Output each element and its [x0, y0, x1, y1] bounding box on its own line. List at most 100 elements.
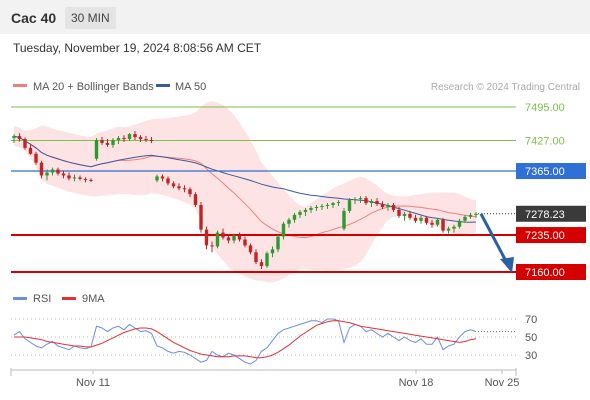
candle-body: [276, 236, 280, 250]
candle-body: [309, 207, 313, 210]
candle-body: [369, 201, 374, 204]
candle-body: [375, 201, 379, 205]
candle: [149, 137, 154, 143]
candle-body: [34, 153, 38, 163]
candle: [446, 226, 451, 234]
candle-body: [298, 211, 302, 215]
candle-body: [100, 140, 104, 143]
candle: [325, 203, 330, 209]
forecast-arrow-shaft: [479, 213, 509, 264]
candle-body: [287, 219, 291, 224]
candle-body: [331, 203, 335, 206]
candle-body: [254, 252, 258, 263]
candle: [457, 218, 462, 229]
candle-body: [177, 186, 181, 189]
candle: [292, 212, 297, 223]
candle-body: [116, 138, 121, 140]
candle-body: [314, 206, 319, 208]
candle: [243, 236, 247, 248]
level-label-3: 7278.23: [525, 209, 565, 221]
candle: [166, 176, 170, 186]
rsi-ma-legend-swatch: [62, 297, 76, 300]
candle: [380, 201, 385, 209]
candle: [39, 160, 44, 179]
date-text: Tuesday, November 19, 2024 8:08:56 AM CE…: [13, 41, 262, 55]
candle: [413, 214, 418, 223]
candle: [177, 183, 181, 191]
x-axis-labels: Nov 11 Nov 18 Nov 25: [76, 370, 519, 389]
rsi-ma-legend-label: 9MA: [82, 293, 105, 305]
candle-body: [193, 194, 198, 206]
candle-body: [122, 138, 126, 140]
candle-body: [160, 176, 165, 179]
candle-body: [413, 217, 418, 221]
candle: [336, 200, 341, 206]
candle-body: [210, 245, 214, 247]
candle-body: [336, 202, 341, 204]
candle-body: [380, 204, 385, 207]
candle-body: [166, 178, 170, 184]
candle: [127, 133, 132, 141]
candle: [254, 249, 258, 265]
candle-body: [182, 188, 187, 190]
candle: [83, 177, 88, 183]
candle: [67, 172, 71, 181]
candle: [105, 139, 110, 147]
candle: [441, 217, 445, 233]
level-label-4: 7235.00: [525, 230, 565, 242]
candle: [116, 136, 121, 144]
bollinger-band-area: [14, 101, 476, 283]
candle-body: [397, 209, 401, 216]
candle: [259, 259, 264, 270]
candle-body: [111, 140, 115, 145]
candle-body: [243, 239, 247, 246]
candle-body: [353, 199, 357, 201]
candle-body: [474, 213, 478, 215]
candle: [331, 202, 335, 208]
candle: [94, 138, 99, 161]
candle: [171, 181, 176, 189]
forecast-arrow: [479, 213, 514, 274]
chart-header: Cac 40 30 MIN: [0, 0, 590, 34]
candle-body: [105, 142, 110, 145]
level-tag-bg-5: [516, 264, 586, 280]
candle-body: [402, 213, 407, 216]
candle: [424, 215, 429, 225]
candle-body: [441, 219, 445, 231]
candle-body: [320, 206, 324, 207]
candle: [23, 137, 27, 150]
candle: [342, 207, 346, 231]
candle: [78, 175, 82, 181]
rsi-legend-label: RSI: [33, 293, 51, 305]
candle: [100, 137, 104, 145]
candle-body: [28, 147, 33, 154]
candle-body: [358, 198, 363, 200]
timeframe-badge[interactable]: 30 MIN: [65, 7, 116, 29]
candle-body: [468, 214, 473, 217]
candle: [320, 204, 324, 210]
candle-body: [127, 134, 132, 140]
candle: [303, 207, 308, 216]
candle: [408, 210, 412, 220]
candle-body: [452, 226, 456, 229]
candle-body: [155, 176, 159, 181]
rsi-tick-label: 30: [525, 350, 537, 362]
candle: [419, 215, 423, 224]
candle: [89, 178, 93, 182]
candle-body: [45, 172, 49, 176]
candle-body: [237, 235, 242, 240]
candle-body: [430, 222, 434, 225]
candle: [364, 196, 368, 206]
level-label-1: 7427.00: [525, 135, 565, 147]
candle: [12, 134, 16, 143]
candle: [144, 136, 148, 142]
candle: [397, 206, 401, 218]
candle: [452, 224, 456, 233]
candle-body: [259, 262, 264, 267]
candle: [232, 233, 236, 244]
candle-body: [50, 169, 55, 173]
candle: [386, 203, 390, 211]
candle: [309, 206, 313, 213]
candle-body: [138, 137, 143, 140]
candle-body: [61, 173, 66, 176]
